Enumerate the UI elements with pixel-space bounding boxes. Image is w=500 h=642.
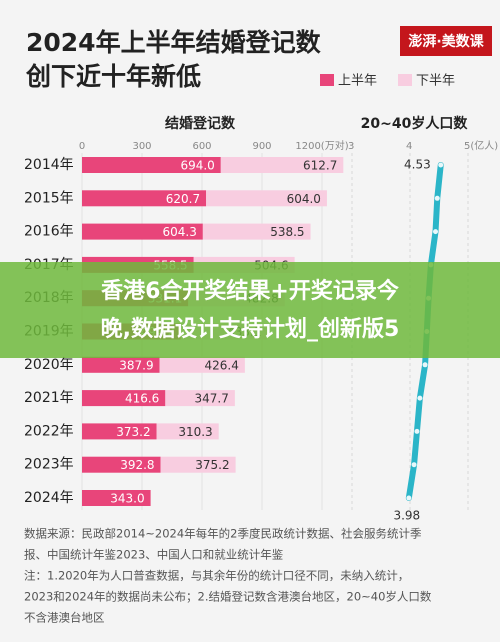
bar	[160, 456, 236, 473]
bar	[82, 223, 203, 240]
chart-subtitle: 结婚登记数	[165, 115, 236, 132]
bar	[82, 490, 151, 506]
data-label: 373.2	[116, 425, 150, 439]
legend-swatch	[320, 74, 334, 86]
point	[417, 395, 423, 401]
x-tick-label: 1200(万对)	[295, 139, 348, 152]
data-label: 604.3	[163, 225, 197, 239]
note: 报、中国统计年鉴2023、中国人口和就业统计年鉴	[24, 548, 284, 562]
note: 数据来源：民政部2014~2024年每年的2季度民政统计数据、社会服务统计季	[24, 527, 422, 541]
x-tick-label: 4	[406, 141, 412, 152]
x-tick-label: 5(亿人)	[464, 139, 498, 152]
point	[406, 495, 412, 501]
point	[411, 462, 417, 468]
point	[434, 195, 440, 201]
bar	[82, 157, 221, 173]
x-tick-label: 900	[252, 141, 271, 152]
data-label: 426.4	[205, 358, 239, 372]
data-label: 620.7	[166, 192, 200, 206]
logo: 澎湃·美数课	[408, 33, 484, 50]
bar	[82, 190, 207, 207]
data-label: 347.7	[195, 392, 229, 406]
y-tick-label: 2014年	[24, 157, 74, 173]
legend-label: 上半年	[338, 74, 377, 89]
data-label: 375.2	[195, 458, 229, 472]
y-tick-label: 2023年	[24, 457, 74, 473]
bar	[82, 390, 166, 407]
x-tick-label: 0	[79, 141, 85, 152]
point	[414, 428, 420, 434]
title-line: 2024年上半年结婚登记数	[26, 28, 322, 57]
data-label: 343.0	[110, 492, 144, 506]
bar	[82, 456, 161, 473]
note: 不含港澳台地区	[24, 611, 105, 625]
data-label: 612.7	[303, 159, 337, 173]
bar	[202, 223, 311, 240]
banner-text: 香港6合开奖结果+开奖记录今	[101, 278, 399, 304]
data-label: 3.98	[393, 509, 420, 523]
data-label: 392.8	[120, 458, 154, 472]
banner-text: 晚,数据设计支持计划_创新版5	[101, 316, 400, 342]
data-label: 604.0	[287, 192, 321, 206]
legend-label: 下半年	[416, 74, 455, 89]
y-tick-label: 2020年	[24, 357, 74, 373]
x-tick-label: 600	[192, 141, 211, 152]
bar	[82, 356, 160, 373]
bar	[156, 423, 219, 440]
x-tick-label: 300	[132, 141, 151, 152]
data-label: 694.0	[180, 159, 214, 173]
logo-box	[400, 26, 492, 56]
y-tick-label: 2016年	[24, 224, 74, 240]
data-label: 4.53	[404, 158, 431, 172]
legend-swatch	[398, 74, 412, 86]
bar	[159, 356, 245, 373]
x-tick-label: 3	[348, 141, 354, 152]
data-label: 387.9	[119, 358, 153, 372]
point	[438, 162, 444, 168]
point	[422, 362, 428, 368]
chart-subtitle: 20~40岁人口数	[361, 115, 469, 132]
point	[433, 229, 439, 235]
y-tick-label: 2022年	[24, 423, 74, 439]
y-tick-label: 2015年	[24, 190, 74, 206]
data-label: 416.6	[125, 392, 159, 406]
bar	[82, 423, 157, 440]
y-tick-label: 2024年	[24, 490, 74, 506]
banner	[0, 262, 500, 358]
note: 注：1.2020年为人口普查数据，与其余年份的统计口径不同，未纳入统计，	[24, 569, 409, 583]
bar	[165, 390, 235, 407]
note: 2023和2024年的数据尚未公布；2.结婚登记数含港澳台地区，20~40岁人口…	[24, 590, 432, 604]
y-tick-label: 2021年	[24, 390, 74, 406]
data-label: 310.3	[178, 425, 212, 439]
data-label: 538.5	[270, 225, 304, 239]
title-line: 创下近十年新低	[25, 62, 201, 91]
bar	[220, 157, 344, 173]
bar	[206, 190, 327, 207]
